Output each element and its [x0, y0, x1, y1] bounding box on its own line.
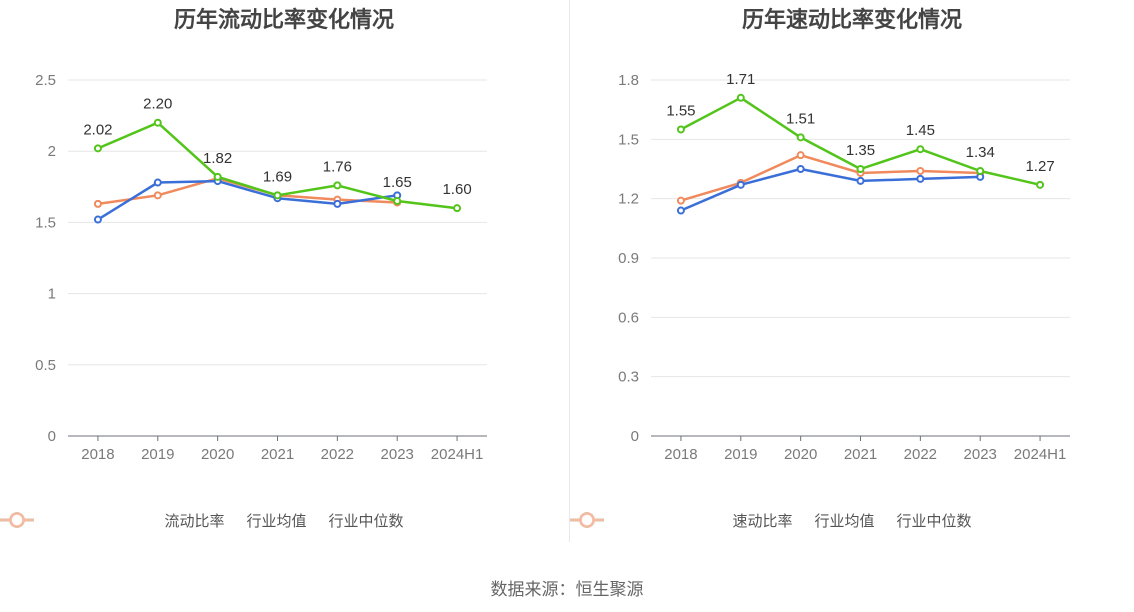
data-label: 1.27	[1025, 158, 1054, 175]
x-tick-label: 2018	[664, 446, 697, 463]
x-tick-label: 2019	[141, 446, 174, 463]
x-tick-label: 2022	[321, 446, 354, 463]
current-ratio-chart: 0 0.5 1 1.5 2 2.5 2018 2019 2020 2021 2022 2023 2024…	[35, 72, 487, 463]
data-label: 1.34	[966, 144, 995, 161]
data-point	[153, 191, 162, 200]
data-point	[796, 165, 805, 173]
x-tick-label: 2022	[904, 446, 937, 463]
data-label: 1.51	[786, 110, 815, 127]
x-tick-label: 2024H1	[1014, 446, 1067, 463]
data-label: 1.60	[442, 181, 471, 198]
legend-item-quick-ratio[interactable]: 速动比率	[570, 510, 793, 531]
current-ratio-panel: 历年流动比率变化情况 0 0.5 1 1.5 2 2.5 2018 2019 2020 2021 2…	[0, 0, 568, 545]
data-point	[856, 176, 865, 185]
data-label: 1.35	[846, 142, 875, 159]
data-label: 1.55	[666, 102, 695, 119]
data-label: 1.76	[323, 158, 352, 175]
legend-item-industry-median[interactable]: 行业中位数	[570, 510, 972, 531]
legend-label: 行业均值	[814, 513, 875, 530]
data-source: 数据来源：恒生聚源	[490, 580, 644, 599]
data-point	[916, 145, 925, 154]
data-point	[916, 166, 925, 175]
x-tick-label: 2020	[784, 446, 817, 463]
data-point	[93, 215, 102, 224]
data-point	[333, 199, 342, 208]
data-label: 1.82	[203, 150, 232, 167]
x-tick-label: 2023	[381, 446, 414, 463]
legend-label: 行业均值	[246, 513, 307, 530]
y-tick-label: 0.9	[618, 250, 639, 267]
legend-label: 流动比率	[164, 513, 225, 530]
x-tick-label: 2021	[844, 446, 877, 463]
data-point	[856, 165, 865, 173]
series-line	[680, 167, 981, 212]
data-point	[676, 196, 685, 205]
data-label: 1.65	[383, 174, 412, 191]
data-point	[153, 118, 162, 127]
legend-item-industry-median[interactable]: 行业中位数	[0, 510, 404, 531]
data-point	[676, 206, 685, 215]
chart-legend: 速动比率 行业均值 行业中位数	[570, 510, 1134, 531]
data-point	[736, 93, 745, 102]
series-line	[97, 179, 398, 221]
x-tick-label: 2021	[261, 446, 294, 463]
data-label: 1.71	[726, 71, 755, 88]
legend-label: 行业中位数	[328, 513, 404, 530]
data-point	[213, 172, 222, 181]
data-point	[393, 197, 402, 206]
data-point	[153, 178, 162, 187]
y-tick-label: 0	[631, 428, 639, 445]
chart-legend: 流动比率 行业均值 行业中位数	[0, 510, 568, 531]
legend-item-industry-mean[interactable]: 行业均值	[0, 510, 307, 531]
legend-item-current-ratio[interactable]: 流动比率	[0, 510, 225, 531]
data-point	[916, 174, 925, 183]
data-label: 2.02	[83, 121, 112, 138]
y-tick-label: 1.2	[618, 191, 639, 208]
legend-label: 速动比率	[732, 513, 793, 530]
chart-title: 历年速动比率变化情况	[741, 7, 962, 32]
legend-line-circle-icon	[570, 512, 604, 528]
data-point	[333, 181, 342, 190]
x-tick-label: 2019	[724, 446, 757, 463]
legend-line-circle-icon	[0, 512, 34, 528]
x-tick-label: 2023	[964, 446, 997, 463]
x-tick-label: 2020	[201, 446, 234, 463]
y-tick-label: 2	[48, 143, 56, 160]
y-tick-label: 0.5	[35, 357, 56, 374]
data-point	[93, 144, 102, 153]
x-tick-label: 2024H1	[431, 446, 484, 463]
data-point	[676, 125, 685, 134]
y-tick-label: 0.6	[618, 309, 639, 326]
data-point	[796, 133, 805, 142]
data-point	[1036, 180, 1045, 189]
y-tick-label: 0.3	[618, 369, 639, 386]
series-line	[680, 153, 981, 202]
y-tick-label: 1	[48, 286, 56, 303]
data-label: 1.69	[263, 168, 292, 185]
data-point	[796, 151, 805, 160]
y-tick-label: 1.8	[618, 72, 639, 89]
data-label: 2.20	[143, 96, 172, 113]
y-tick-label: 2.5	[35, 72, 56, 89]
data-point	[273, 191, 282, 200]
y-tick-label: 0	[48, 428, 56, 445]
data-label: 1.45	[906, 122, 935, 139]
y-tick-label: 1.5	[618, 131, 639, 148]
data-point	[976, 166, 985, 175]
panel-divider	[569, 0, 570, 542]
data-point	[736, 180, 745, 189]
data-point	[93, 199, 102, 208]
y-tick-label: 1.5	[35, 214, 56, 231]
quick-ratio-panel: 历年速动比率变化情况 0 0.3 0.6 0.9 1.2 1.5 1.8 2018 2019 20…	[570, 0, 1134, 545]
legend-item-industry-mean[interactable]: 行业均值	[570, 510, 875, 531]
legend-label: 行业中位数	[896, 513, 972, 530]
chart-title: 历年流动比率变化情况	[173, 7, 394, 32]
x-tick-label: 2018	[81, 446, 114, 463]
quick-ratio-chart: 0 0.3 0.6 0.9 1.2 1.5 1.8 2018 2019 2020 2021 2022 2…	[618, 71, 1070, 463]
data-point	[453, 204, 462, 213]
